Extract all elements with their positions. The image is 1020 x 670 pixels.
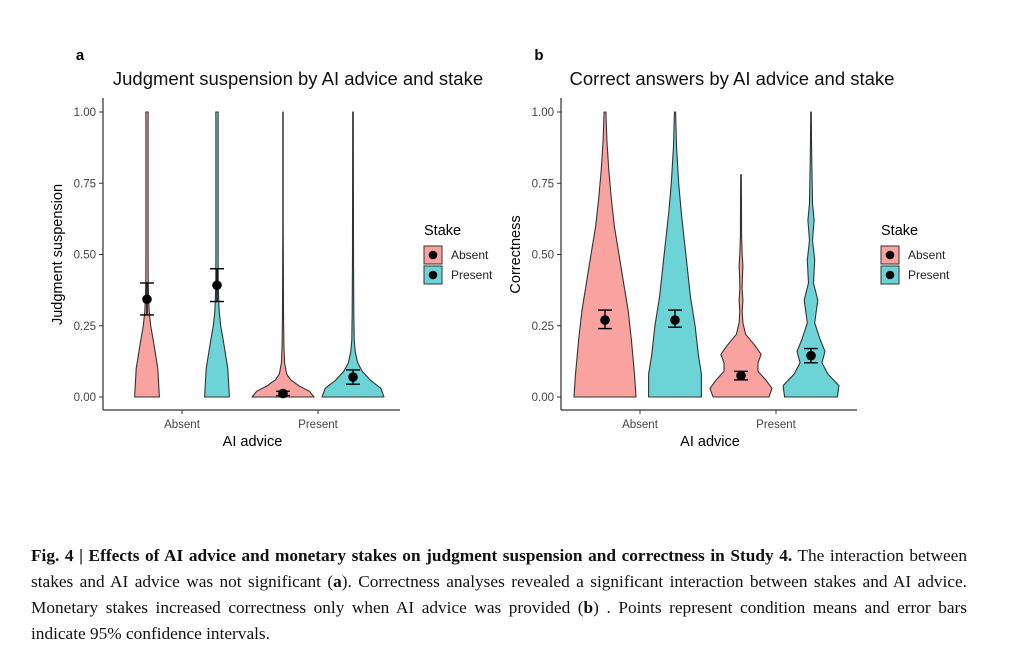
mean-point — [142, 294, 152, 305]
caption-text-2: ). Correctness analyses revealed a signi… — [31, 572, 967, 617]
y-tick-label: 0.75 — [532, 178, 554, 190]
mean-point — [278, 388, 288, 399]
legend-key-point — [428, 270, 438, 280]
caption-text-1: The interaction between stakes and AI ad… — [31, 546, 967, 591]
violin-absent-present — [709, 174, 773, 398]
y-tick-label: 0.25 — [74, 321, 96, 333]
y-tick-label: 1.00 — [74, 107, 96, 119]
chart-title: Correct answers by AI advice and stake — [570, 68, 895, 89]
y-tick-label: 0.25 — [532, 321, 554, 333]
legend-key-point — [885, 250, 895, 260]
y-axis-label: Judgment suspension — [50, 184, 66, 325]
figure: a Judgment suspension by AI advice and st… — [50, 47, 950, 450]
violin-absent-present — [251, 111, 315, 398]
caption-text-3: ) . Points represent condition means and… — [31, 598, 967, 643]
x-tick-label: Absent — [164, 419, 201, 431]
caption-ref-b: b — [583, 598, 594, 617]
y-tick-label: 0.75 — [74, 178, 96, 190]
panel-letter: a — [76, 47, 85, 64]
violin-present-absent — [648, 111, 702, 398]
x-tick-label: Present — [756, 419, 796, 431]
legend: Stake Absent Present — [880, 223, 950, 285]
x-axis-label: AI advice — [223, 434, 283, 450]
y-tick-label: 0.00 — [532, 392, 554, 404]
legend-entry-absent: Absent — [451, 248, 489, 262]
legend-entry-absent: Absent — [908, 248, 946, 262]
legend-title: Stake — [881, 223, 918, 239]
mean-point — [348, 372, 358, 382]
figure-caption: Fig. 4 | Effects of AI advice and moneta… — [31, 543, 967, 647]
legend: Stake Absent Present — [423, 223, 493, 285]
caption-ref-a: a — [333, 572, 342, 591]
violin-absent-absent — [134, 111, 160, 398]
chart-title: Judgment suspension by AI advice and sta… — [113, 68, 483, 89]
legend-entry-present: Present — [908, 268, 950, 282]
caption-figure-label: Fig. 4 | Effects of AI advice and moneta… — [31, 546, 793, 565]
x-tick-label: Absent — [622, 419, 659, 431]
mean-point — [736, 370, 746, 381]
y-tick-label: 0.00 — [74, 392, 96, 404]
y-tick-label: 0.50 — [532, 250, 554, 262]
violin-absent-absent — [573, 111, 637, 398]
mean-point — [212, 280, 222, 291]
legend-key-point — [428, 250, 438, 260]
y-tick-label: 1.00 — [532, 107, 554, 119]
panel-b: b Correct answers by AI advice and stake 0… — [508, 47, 950, 450]
mean-point — [600, 315, 610, 325]
legend-entry-present: Present — [451, 268, 493, 282]
panel-letter: b — [534, 47, 543, 64]
mean-point — [670, 315, 680, 325]
y-axis-label: Correctness — [508, 215, 524, 293]
violin-present-present — [782, 111, 840, 398]
legend-key-point — [885, 270, 895, 280]
violin-present-present — [321, 111, 385, 398]
panel-a: a Judgment suspension by AI advice and st… — [50, 47, 493, 450]
violin-present-absent — [204, 111, 230, 398]
mean-point — [806, 350, 816, 361]
x-tick-label: Present — [298, 419, 338, 431]
legend-title: Stake — [424, 223, 461, 239]
x-axis-label: AI advice — [680, 434, 740, 450]
y-tick-label: 0.50 — [74, 250, 96, 262]
